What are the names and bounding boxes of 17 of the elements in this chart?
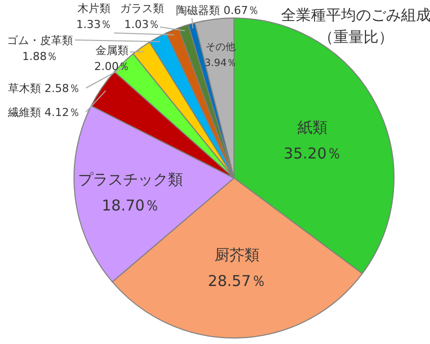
data-label: 35.20％: [284, 144, 342, 163]
slice-label: プラスチック類: [78, 170, 184, 188]
data-label: 1.88％: [22, 50, 58, 63]
data-label: 1.33％: [76, 18, 112, 31]
slice-label: ガラス類: [120, 2, 164, 15]
slice-label: ゴム・皮革類: [7, 34, 73, 47]
data-label: 18.70％: [102, 196, 160, 214]
slice-label: 草木類 2.58％: [8, 82, 80, 95]
data-label: 1.03％: [124, 18, 160, 31]
slice-label: 木片類: [78, 2, 110, 15]
slice-label: 厨芥類: [214, 246, 260, 264]
text: （重量比）: [318, 28, 394, 46]
slice-label: 繊維類 4.12％: [7, 106, 80, 119]
slice-label: 陶磁器類 0.67％: [176, 4, 259, 17]
data-label: 28.57％: [208, 272, 266, 290]
slice-label: 金属類: [96, 44, 128, 57]
slice-label: 紙類: [298, 118, 328, 137]
